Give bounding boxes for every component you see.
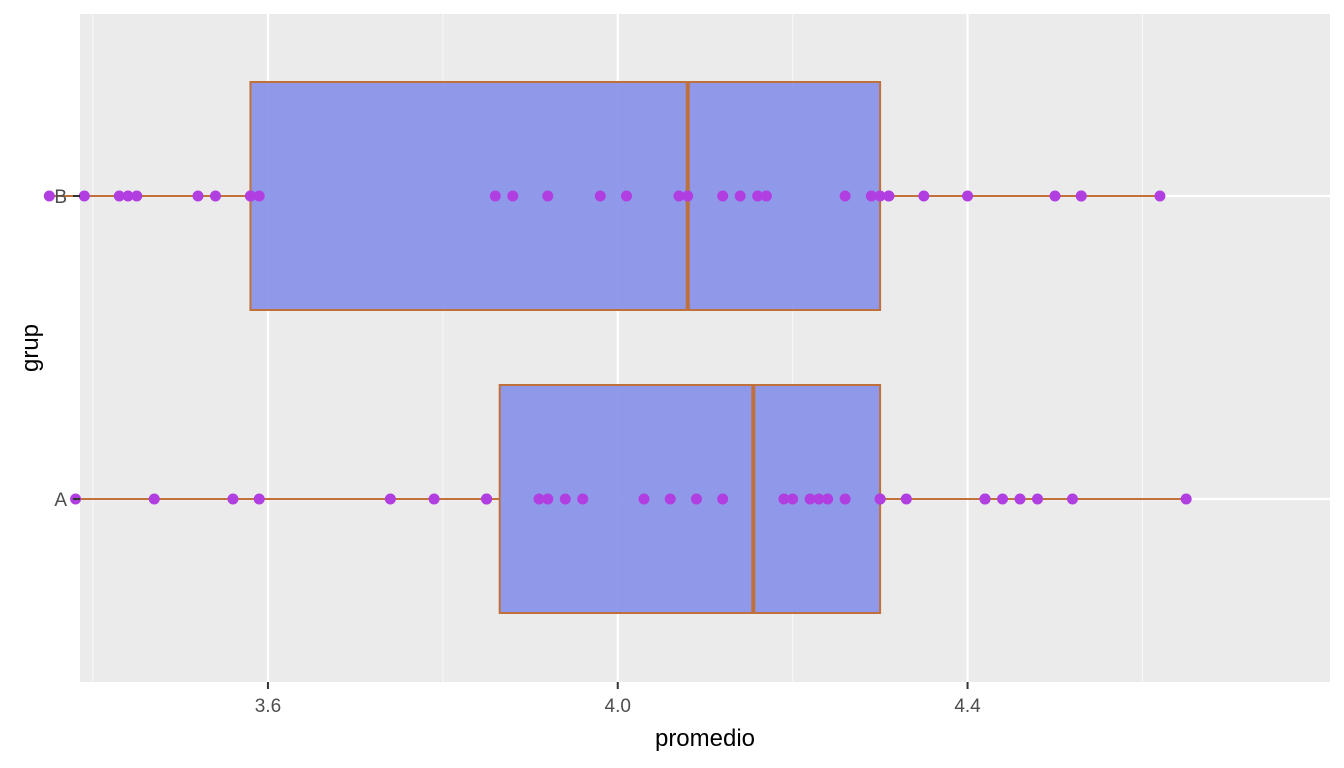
data-point	[43, 190, 55, 202]
data-point	[734, 190, 746, 202]
data-point	[384, 493, 396, 505]
data-point	[253, 190, 265, 202]
data-point	[577, 493, 589, 505]
data-point	[244, 190, 256, 202]
data-point	[620, 190, 632, 202]
data-point	[979, 493, 991, 505]
data-point	[113, 190, 125, 202]
x-axis-title: promedio	[655, 725, 755, 752]
axis-layer: 3.6 4.0 4.4 A B	[54, 187, 981, 717]
x-tick-label: 3.6	[255, 696, 281, 717]
x-tick-label: 4.0	[605, 696, 631, 717]
data-point	[918, 190, 930, 202]
data-point	[673, 190, 685, 202]
data-point	[787, 493, 799, 505]
data-point	[559, 493, 571, 505]
data-point	[542, 190, 554, 202]
data-point	[507, 190, 519, 202]
data-point	[778, 493, 790, 505]
data-point	[1180, 493, 1192, 505]
data-point	[192, 190, 204, 202]
data-point	[533, 493, 545, 505]
data-point	[752, 190, 764, 202]
data-point	[664, 493, 676, 505]
data-point	[209, 190, 221, 202]
data-point	[428, 493, 440, 505]
data-point	[883, 190, 895, 202]
data-point	[481, 493, 493, 505]
data-point	[839, 190, 851, 202]
x-tick-label: 4.4	[954, 696, 981, 717]
y-tick-label: B	[54, 187, 67, 208]
data-point	[874, 493, 886, 505]
data-point	[717, 493, 729, 505]
data-point	[253, 493, 265, 505]
data-point	[804, 493, 816, 505]
data-point	[542, 493, 554, 505]
data-point	[1154, 190, 1166, 202]
data-point	[1075, 190, 1087, 202]
data-point	[1066, 493, 1078, 505]
data-point	[131, 190, 143, 202]
data-point	[717, 190, 729, 202]
data-point	[997, 493, 1009, 505]
data-point	[900, 493, 912, 505]
point-layer	[43, 190, 1192, 505]
data-point	[839, 493, 851, 505]
data-point	[813, 493, 825, 505]
data-point	[638, 493, 650, 505]
data-point	[1014, 493, 1026, 505]
y-axis-title: grup	[17, 324, 44, 372]
data-point	[78, 190, 90, 202]
data-point	[822, 493, 834, 505]
data-point	[760, 190, 772, 202]
data-point	[594, 190, 606, 202]
data-point	[1049, 190, 1061, 202]
data-point	[122, 190, 134, 202]
data-point	[489, 190, 501, 202]
data-point	[148, 493, 160, 505]
data-point	[874, 190, 886, 202]
y-tick-label: A	[54, 490, 67, 511]
data-point	[690, 493, 702, 505]
data-point	[865, 190, 877, 202]
box-iqr	[249, 81, 882, 311]
data-point	[227, 493, 239, 505]
data-point	[682, 190, 694, 202]
data-point	[962, 190, 974, 202]
data-point	[1032, 493, 1044, 505]
